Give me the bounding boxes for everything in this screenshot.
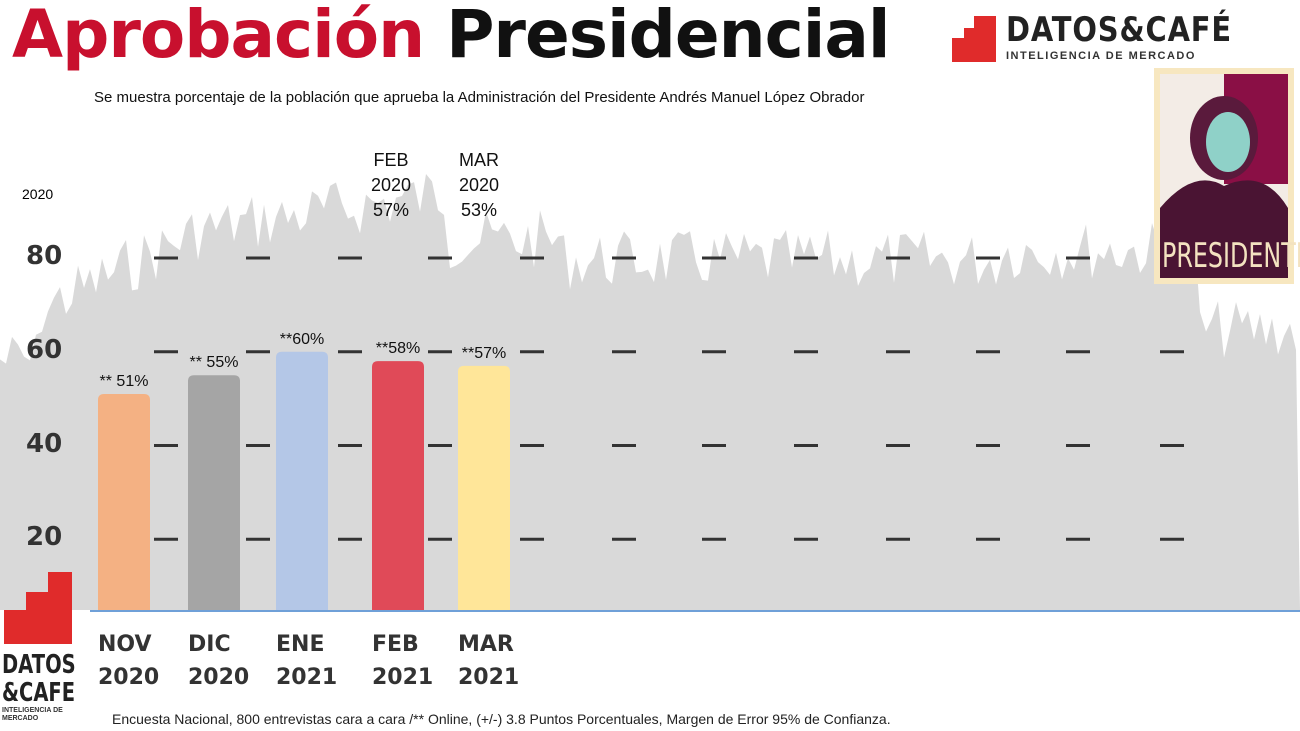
coffee-cups-icon bbox=[4, 572, 72, 644]
coffee-cups-icon bbox=[952, 16, 996, 62]
data-label: **57% bbox=[462, 345, 506, 362]
bar-dic-2020 bbox=[188, 375, 240, 610]
x-category-label: DIC 2020 bbox=[188, 632, 250, 690]
x-category-label: NOV 2020 bbox=[98, 632, 160, 690]
president-poster: PRESIDENTE bbox=[1154, 68, 1300, 284]
y-tick-label: 80 bbox=[26, 241, 63, 271]
y-tick-label: 40 bbox=[26, 428, 63, 459]
x-category-label: ENE 2021 bbox=[276, 632, 338, 690]
x-category-label: MAR 2021 bbox=[458, 632, 520, 690]
data-label: **60% bbox=[280, 331, 324, 348]
y-tick-label: 20 bbox=[26, 522, 63, 553]
y-tick-label: 60 bbox=[26, 334, 63, 365]
bar-feb-2021 bbox=[372, 361, 424, 610]
annotation-mar-2020: MAR 2020 53% bbox=[458, 150, 500, 220]
datos-cafe-logo: DATOS&CAFÉ INTELIGENCIA DE MERCADO bbox=[950, 10, 1231, 65]
footer-note: Encuesta Nacional, 800 entrevistas cara … bbox=[112, 711, 891, 727]
x-category-label: FEB 2021 bbox=[372, 632, 434, 690]
annotation-feb-2020: FEB 2020 57% bbox=[370, 150, 412, 220]
data-label: ** 51% bbox=[100, 373, 149, 390]
bar-mar-2021 bbox=[458, 365, 510, 610]
subtitle: Se muestra porcentaje de la población qu… bbox=[94, 89, 865, 106]
poster-caption: PRESIDENTE bbox=[1162, 236, 1300, 276]
data-label: **58% bbox=[376, 340, 420, 357]
datos-cafe-side-logo: DATOS &CAFE INTELIGENCIA DE MERCADO bbox=[2, 570, 82, 731]
annotation-year: 2020 bbox=[22, 186, 54, 202]
bar-ene-2021 bbox=[276, 351, 328, 610]
page-title: Aprobación Presidencial bbox=[12, 0, 891, 73]
data-label: ** 55% bbox=[190, 354, 239, 371]
bar-nov-2020 bbox=[98, 393, 150, 610]
president-portrait-image bbox=[1160, 74, 1288, 278]
